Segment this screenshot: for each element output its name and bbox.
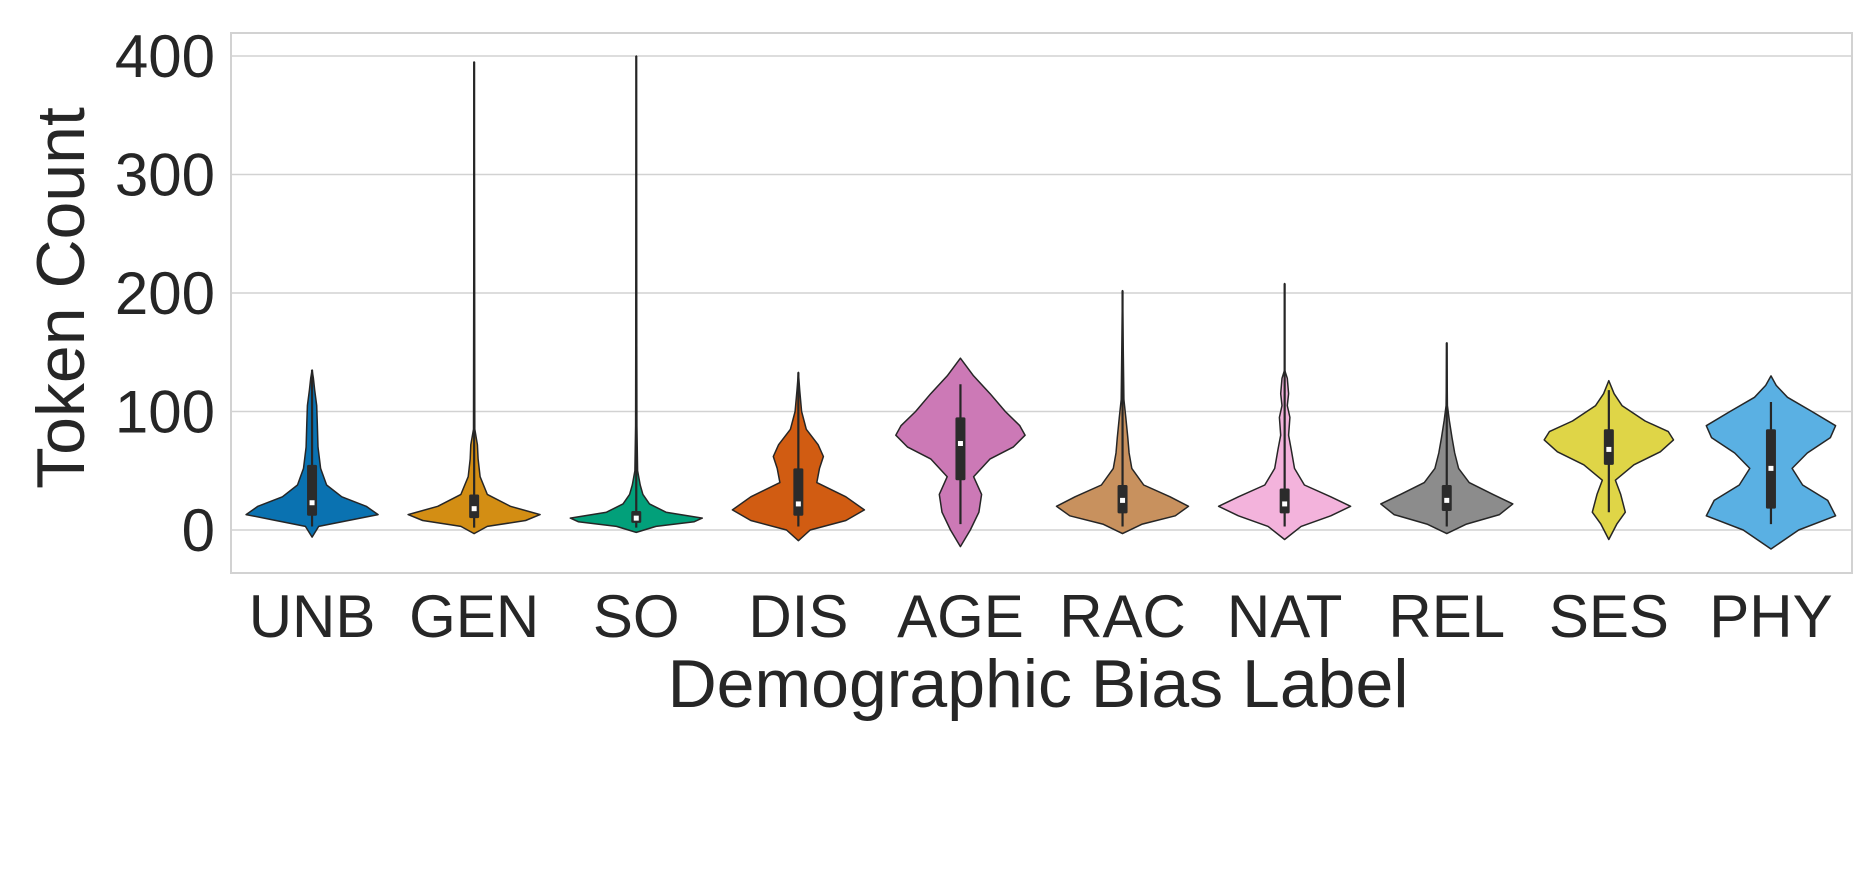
y-tick-label: 100	[115, 379, 215, 446]
median-marker	[633, 515, 639, 521]
median-marker	[471, 506, 477, 512]
violin-rel	[1380, 342, 1514, 535]
violin-so	[569, 55, 704, 534]
violin-phy	[1705, 375, 1837, 550]
median-marker	[1606, 446, 1612, 452]
violin-ses	[1543, 379, 1675, 541]
median-marker	[309, 500, 315, 506]
grid-lines	[231, 55, 1852, 531]
violin-nat	[1217, 282, 1352, 541]
iqr-box	[1279, 488, 1290, 514]
y-tick-label: 300	[115, 142, 215, 209]
violin-unb	[245, 369, 379, 538]
y-tick-labels: 0 100 200 300 400	[115, 23, 215, 564]
iqr-box	[955, 417, 966, 481]
y-tick-label: 400	[115, 23, 215, 90]
x-axis-label: Demographic Bias Label	[668, 646, 1409, 722]
violin-dis	[731, 371, 866, 542]
violin-gen	[407, 61, 541, 535]
median-marker	[1120, 497, 1126, 503]
x-tick-labels: UNB GEN SO DIS AGE RAC NAT REL SES PHY	[249, 583, 1833, 650]
x-tick-label: AGE	[897, 583, 1024, 650]
iqr-box	[793, 468, 804, 516]
median-marker	[795, 501, 801, 507]
x-tick-label: GEN	[409, 583, 539, 650]
x-tick-label: SES	[1549, 583, 1669, 650]
violins	[245, 55, 1837, 550]
violin-age	[895, 357, 1026, 548]
x-tick-label: RAC	[1059, 583, 1186, 650]
median-marker	[957, 440, 963, 446]
median-marker	[1768, 465, 1774, 471]
x-tick-label: UNB	[249, 583, 376, 650]
iqr-box	[307, 464, 318, 516]
x-tick-label: NAT	[1227, 583, 1343, 650]
y-tick-label: 0	[182, 497, 215, 564]
x-tick-label: SO	[593, 583, 680, 650]
plot-frame	[230, 32, 1853, 574]
x-tick-label: DIS	[748, 583, 848, 650]
y-tick-label: 200	[115, 260, 215, 327]
median-marker	[1444, 497, 1450, 503]
x-tick-label: PHY	[1709, 583, 1832, 650]
x-tick-label: REL	[1388, 583, 1505, 650]
y-axis-label: Token Count	[23, 107, 99, 489]
violin-rac	[1055, 289, 1190, 535]
median-marker	[1282, 501, 1288, 507]
